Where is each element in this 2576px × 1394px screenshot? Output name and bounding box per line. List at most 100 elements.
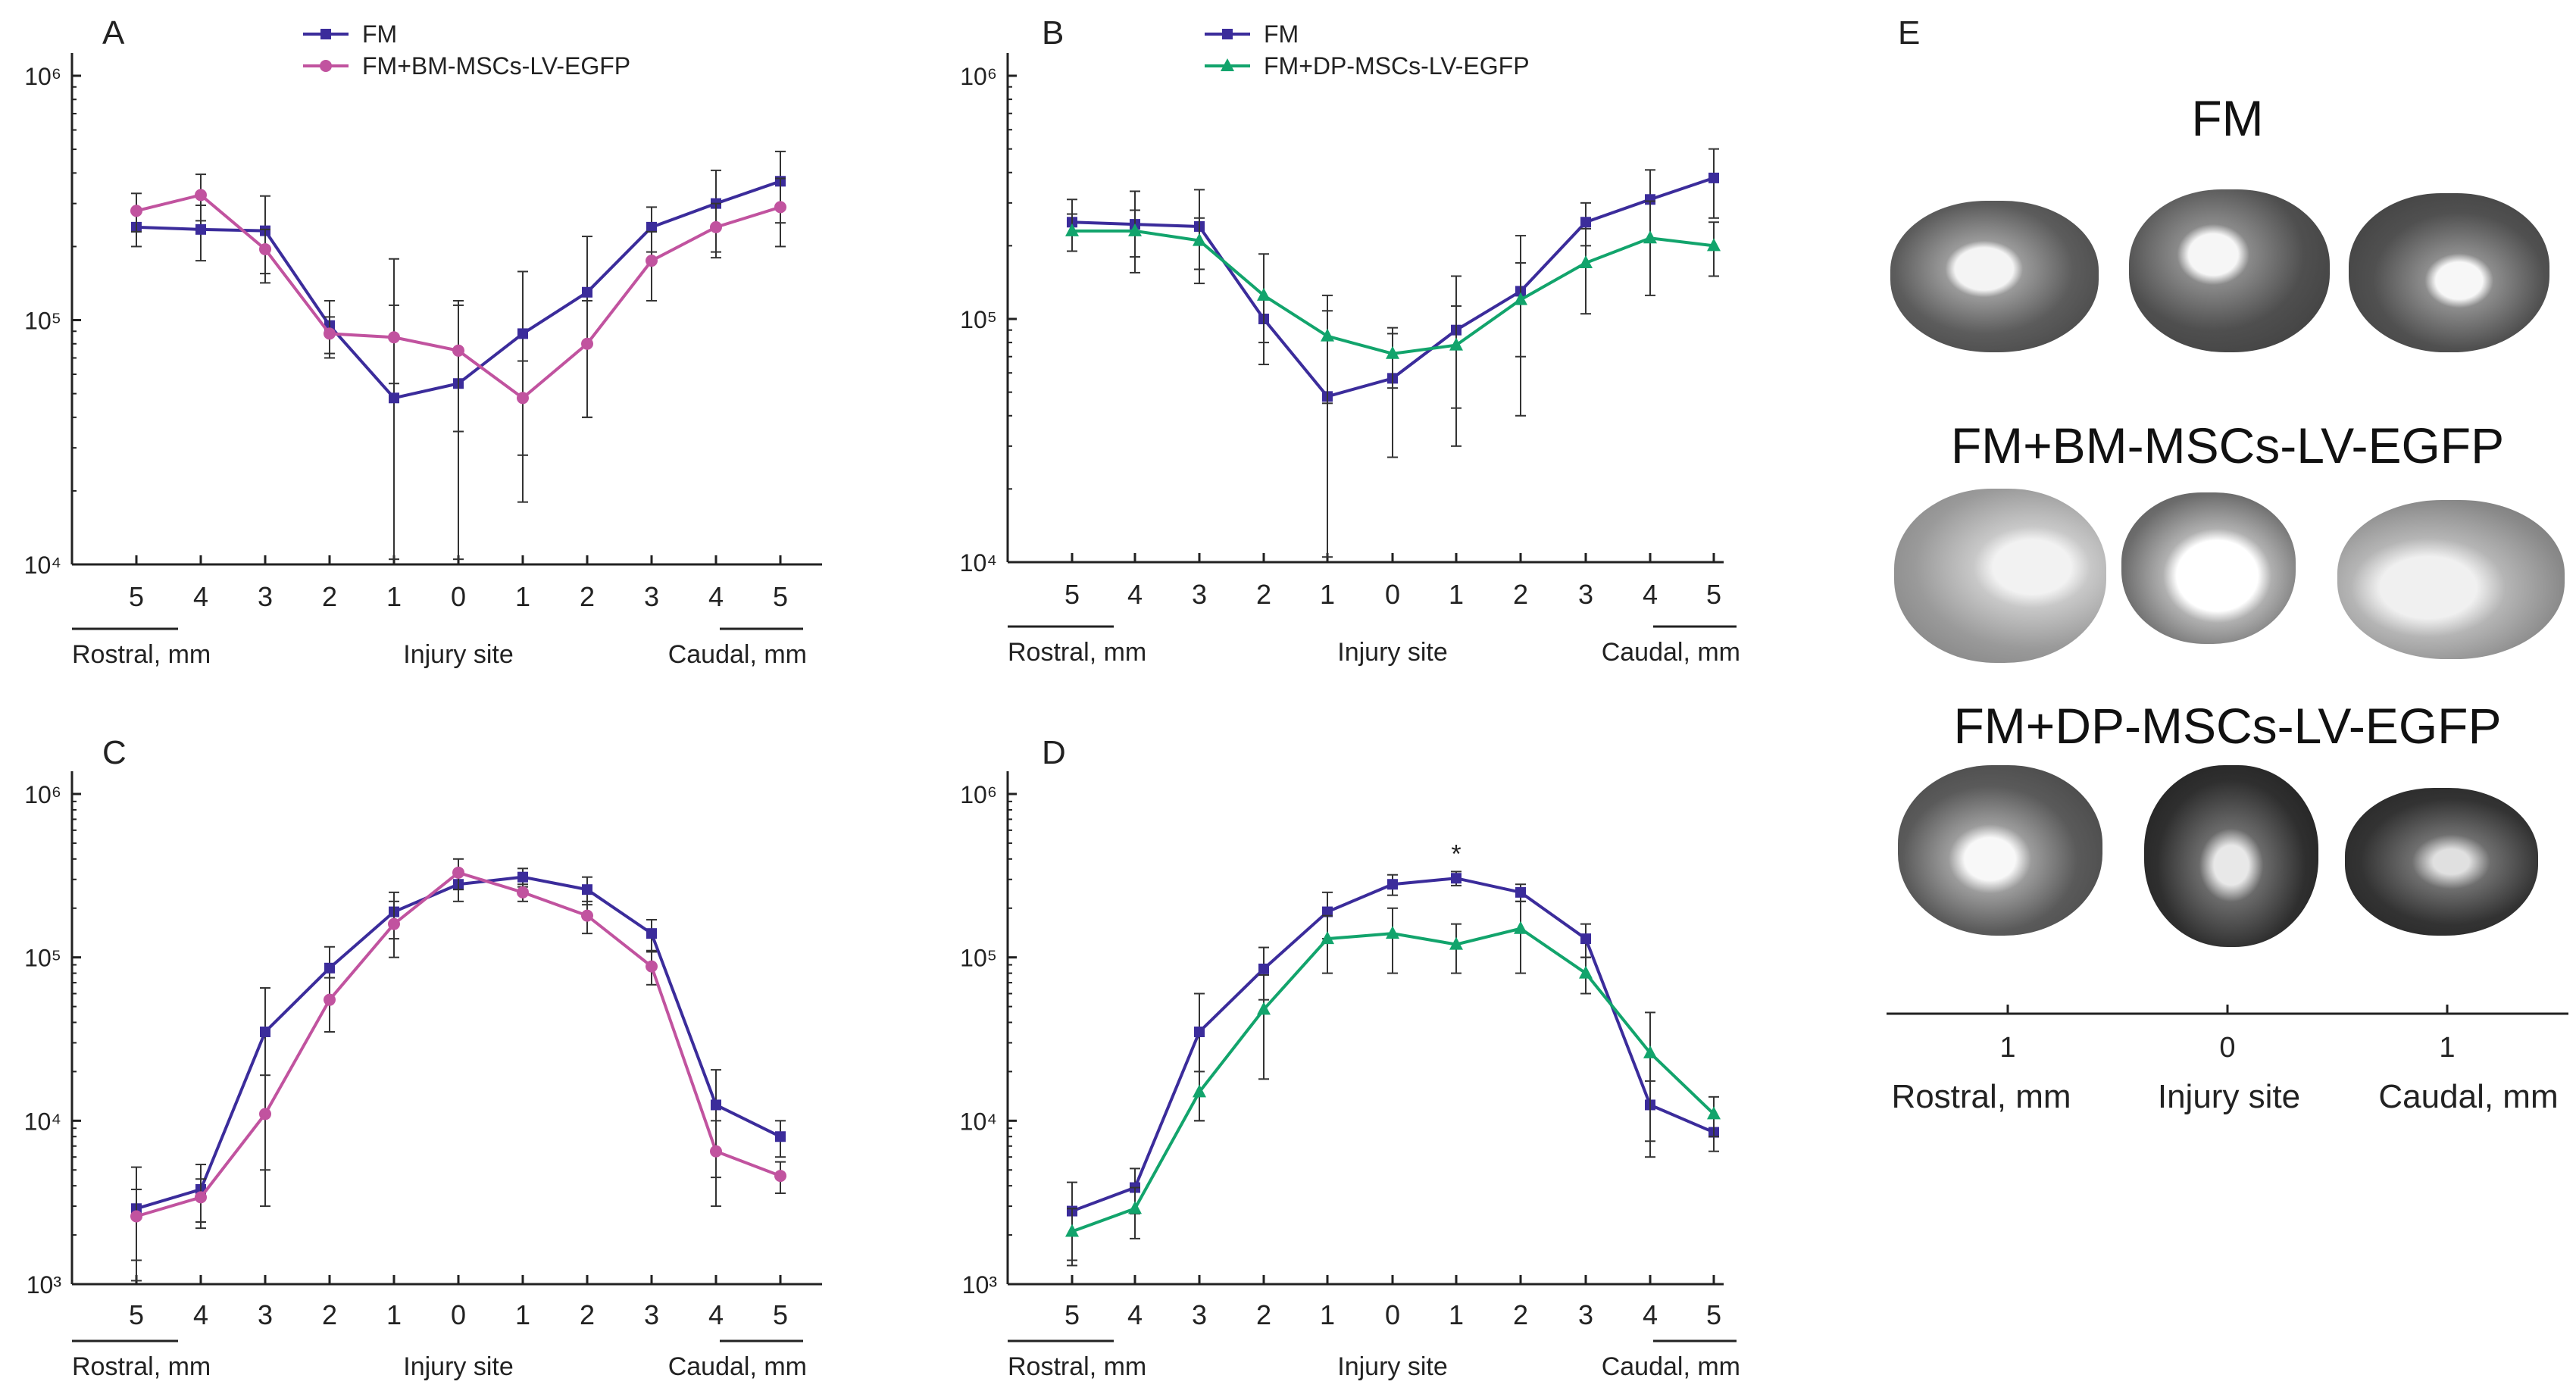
x-tick-label: 5 [1706,579,1721,610]
series-line-bm [136,870,781,1218]
data-point [1580,933,1591,945]
data-point [1065,1224,1079,1237]
x-region-label-rostral: Rostral, mm [72,640,211,669]
x-tick-label: 2 [322,581,337,612]
data-point [1514,292,1527,305]
x-tick-label: 4 [193,1299,208,1330]
x-tick-label: 4 [1643,1299,1658,1330]
x-tick-label: 5 [1064,579,1080,610]
data-point [1386,345,1399,359]
panel-letter: C [102,734,127,771]
legend-label: FM [362,20,397,48]
data-point [324,327,336,340]
y-tick-label: 10⁴ [24,1108,61,1135]
data-point [1222,29,1233,39]
x-region-label-caudal: Caudal, mm [668,1352,807,1381]
panel-a: A 10⁴ 10⁵ 10⁶ 5 4 3 2 1 0 1 2 3 4 5 Rostral, mm Injury s… [24,14,822,669]
panel-e-axis-label-caudal: Caudal, mm [2378,1078,2558,1115]
histology-image-dp-injury [2144,765,2318,947]
panel-e: E 1 0 1 Rostral, mm Injury site Caudal, … [1887,14,2568,1115]
histology-image-dp-rostral [1898,765,2102,936]
data-point [1128,1201,1142,1214]
x-region-label-injury: Injury site [403,1352,514,1381]
data-point [710,1145,722,1158]
y-tick-label: 10³ [27,1271,62,1299]
data-point [1449,936,1463,950]
data-point [1707,1106,1721,1120]
data-point [388,917,400,930]
data-point [517,871,528,883]
x-region-label-caudal: Caudal, mm [668,640,807,669]
data-point [1643,230,1657,244]
data-point [1645,194,1655,205]
panel-e-title-bm: FM+BM-MSCs-LV-EGFP [1950,417,2505,474]
y-tick-label: 10³ [962,1271,998,1299]
x-tick-label: 5 [773,1299,788,1330]
data-point [324,962,335,974]
x-tick-label: 2 [1256,579,1271,610]
data-point [1194,1026,1205,1037]
data-point [774,201,786,214]
x-tick-label: 0 [1385,1299,1400,1330]
data-point [1193,233,1206,246]
x-tick-label: 4 [1643,579,1658,610]
data-point [646,221,657,233]
x-tick-label: 3 [644,1299,659,1330]
x-tick-label: 0 [451,581,466,612]
histology-image-fm-rostral [1890,201,2099,352]
data-point [775,1131,786,1142]
x-tick-label: 5 [1706,1299,1721,1330]
data-point [581,337,593,350]
x-region-label-injury: Injury site [1337,638,1448,667]
y-tick-label: 10⁵ [24,945,61,972]
x-tick-label: 5 [1064,1299,1080,1330]
panel-e-title-dp: FM+DP-MSCs-LV-EGFP [1953,698,2502,754]
x-region-label-caudal: Caudal, mm [1602,1352,1740,1381]
data-point [1257,287,1271,301]
x-tick-label: 0 [451,1299,466,1330]
data-point [324,993,336,1006]
x-tick-label: 3 [1192,1299,1207,1330]
y-tick-label: 10⁶ [24,63,61,90]
x-tick-label: 4 [708,1299,724,1330]
data-point [259,1108,271,1121]
data-point [1643,1045,1657,1058]
y-tick-label: 10⁶ [24,781,61,808]
x-tick-label: 3 [1578,579,1593,610]
panel-e-axis-label-rostral: Rostral, mm [1891,1078,2071,1115]
data-point [1128,223,1142,236]
panel-c: C 10³ 10⁴ 10⁵ 10⁶ 5 4 3 2 1 0 1 2 3 4 5 Rostral, mm Injur… [24,734,822,1381]
panel-e-letter: E [1898,14,1920,52]
data-point [452,866,464,879]
histology-image-fm-injury [2129,189,2330,352]
y-tick-label: 10⁵ [24,308,61,335]
x-tick-label: 5 [129,1299,144,1330]
data-point [130,1210,142,1223]
data-point [195,189,207,202]
legend-label: FM [1264,20,1299,48]
data-point [389,392,399,404]
data-point [260,1026,270,1037]
data-point [1579,965,1593,979]
x-tick-label: 1 [1449,579,1464,610]
data-point [1257,1002,1271,1015]
data-point [1321,931,1334,945]
data-point [646,255,658,267]
x-tick-label: 5 [129,581,144,612]
x-tick-label: 2 [322,1299,337,1330]
y-tick-label: 10⁴ [960,549,997,577]
panel-letter: D [1042,734,1066,771]
data-point [1579,255,1593,269]
data-point [320,29,331,39]
data-point [517,886,529,899]
data-point [1707,238,1721,252]
data-point [1449,337,1463,351]
y-tick-label: 10⁴ [24,552,61,579]
series-line-dp [1071,927,1715,1233]
data-point [1065,223,1079,236]
panel-b: B 10⁴ 10⁵ 10⁶ 5 4 3 2 1 0 1 2 3 4 5 Rostral, mm Injury s… [960,14,1740,667]
data-point [582,286,592,298]
data-point [517,328,528,339]
x-tick-label: 3 [258,581,273,612]
data-point [1386,926,1399,939]
